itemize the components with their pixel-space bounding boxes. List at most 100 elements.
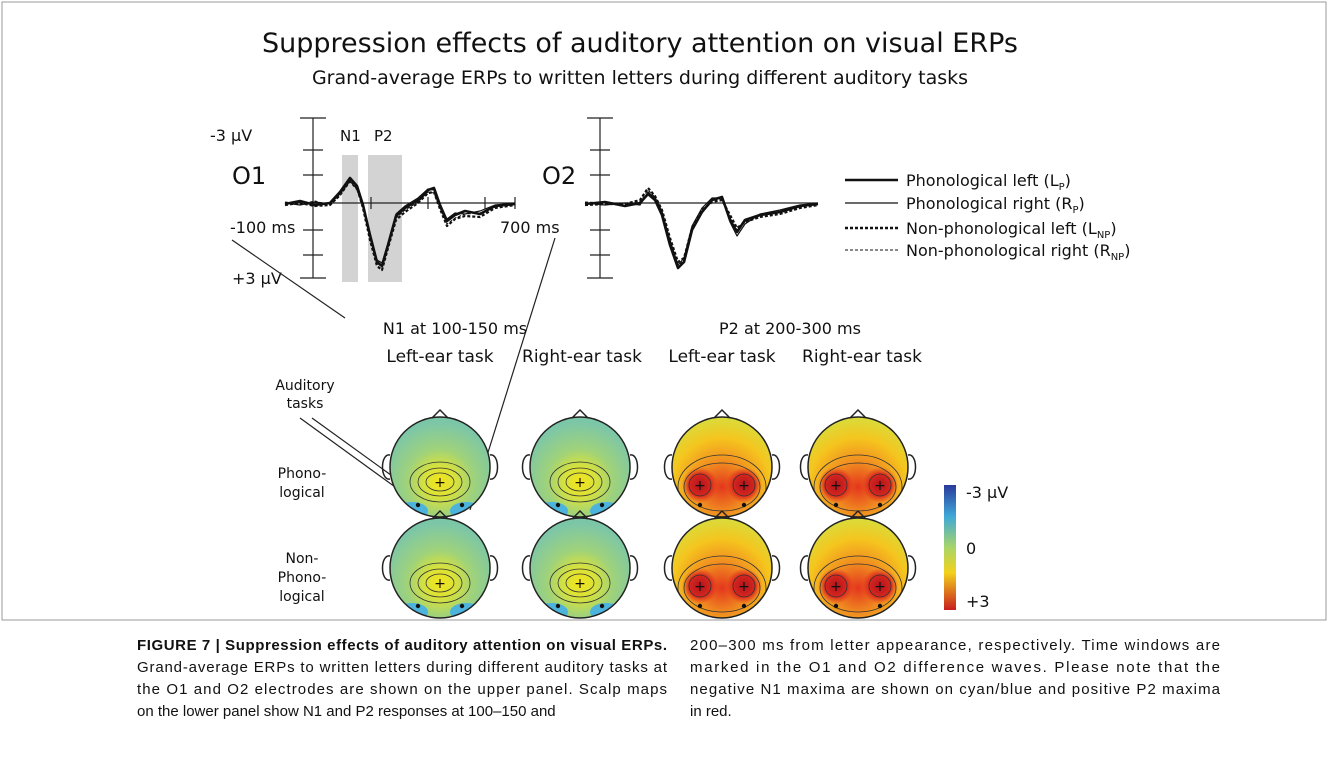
electrode — [599, 502, 605, 508]
electrode-label: O1 — [232, 162, 266, 190]
caption-line: the O1 and O2 electrodes are shown on th… — [137, 681, 667, 698]
legend — [845, 178, 898, 251]
contour — [417, 568, 463, 598]
head-circle — [671, 416, 773, 518]
caption-line: marked in the O1 and O2 difference waves… — [690, 659, 1220, 676]
map-base — [390, 417, 490, 517]
scalp-maps: + + + + + ++ + + + + + — [381, 408, 917, 619]
max-marker: + — [874, 478, 886, 494]
colorbar-label: +3 — [966, 592, 990, 611]
caption-line: FIGURE 7 | Suppression effects of audito… — [137, 637, 667, 654]
max-marker: + — [434, 576, 446, 592]
figure-frame — [1, 1, 1327, 621]
legend-text: Phonological right (R — [906, 194, 1073, 213]
figure-subtitle: Grand-average ERPs to written letters du… — [312, 67, 968, 89]
caption-line: on the lower panel show N1 and P2 respon… — [137, 703, 556, 720]
map-blue — [450, 502, 482, 517]
head-outline — [663, 408, 781, 480]
legend-text: Non-phonological right (R — [906, 241, 1111, 260]
map-base — [808, 417, 908, 517]
map-base — [672, 417, 772, 517]
contour — [417, 467, 463, 497]
row-header: tasks — [287, 396, 324, 412]
map-blue — [536, 603, 568, 618]
legend-label: Phonological left (LP) — [906, 171, 1071, 193]
electrode — [877, 603, 883, 609]
head-outline — [799, 408, 917, 480]
max-marker: + — [830, 478, 842, 494]
head-outline — [521, 408, 639, 480]
contour — [425, 472, 455, 492]
map-base — [390, 518, 490, 618]
max-marker: + — [738, 478, 750, 494]
map-red — [862, 467, 898, 503]
map-blue — [590, 603, 622, 618]
legend-subscript: P — [1073, 205, 1079, 216]
max-marker: + — [574, 576, 586, 592]
head-outline — [799, 509, 917, 581]
contour — [824, 473, 848, 497]
map-blue — [396, 603, 428, 618]
electrode — [833, 603, 839, 609]
head-circle — [807, 416, 909, 518]
electrode — [415, 502, 421, 508]
map-fill — [530, 417, 630, 517]
map-blue — [536, 502, 568, 517]
figure-title: Suppression effects of auditory attentio… — [262, 28, 1018, 59]
row-label: logical — [279, 589, 324, 605]
head-circle — [671, 517, 773, 619]
electrode — [555, 502, 561, 508]
contour — [565, 472, 595, 492]
map-base — [530, 518, 630, 618]
legend-label: Phonological right (RP) — [906, 194, 1085, 216]
map-red — [682, 467, 718, 503]
map-fill — [530, 518, 630, 618]
map-red — [818, 568, 854, 604]
o2-panel: O2 — [542, 117, 819, 279]
pointer-lines — [231, 237, 556, 511]
map-red — [726, 568, 762, 604]
caption-line: negative N1 maxima are shown on cyan/blu… — [690, 681, 1221, 698]
legend-text: Non-phonological left (L — [906, 219, 1097, 238]
map-base — [530, 417, 630, 517]
map-red — [726, 467, 762, 503]
map-fill — [808, 417, 908, 517]
caption-line: Grand-average ERPs to written letters du… — [137, 659, 668, 676]
max-marker: + — [574, 475, 586, 491]
contour — [688, 473, 712, 497]
contour — [677, 454, 767, 517]
map-blue — [396, 502, 428, 517]
scalp-map: + — [381, 509, 499, 619]
contour — [824, 574, 848, 598]
row-label: logical — [279, 485, 324, 501]
head-circle — [529, 416, 631, 518]
head-outline — [663, 509, 781, 581]
contour — [813, 555, 903, 618]
map-red — [682, 568, 718, 604]
electrode — [833, 502, 839, 508]
map-fill — [390, 417, 490, 517]
caption: FIGURE 7 | Suppression effects of audito… — [137, 637, 1221, 720]
row-label: Phono- — [278, 466, 327, 482]
legend-text: Phonological left (L — [906, 171, 1059, 190]
contour — [868, 473, 892, 497]
electrode — [697, 502, 703, 508]
map-red — [818, 467, 854, 503]
contour — [557, 467, 603, 497]
electrode — [741, 603, 747, 609]
head-circle — [389, 517, 491, 619]
contour — [409, 562, 471, 604]
legend-label: Non-phonological right (RNP) — [906, 241, 1130, 263]
legend-text: ) — [1065, 171, 1071, 190]
contour — [868, 574, 892, 598]
caption-line: 200–300 ms from letter appearance, respe… — [690, 637, 1220, 654]
legend-subscript: NP — [1111, 252, 1125, 263]
colorbar-label: 0 — [966, 539, 976, 558]
scalp-map: + + — [663, 509, 781, 619]
row-header: Auditory — [275, 378, 334, 394]
scalp-map: + + — [663, 408, 781, 518]
scalp-map: + — [521, 408, 639, 518]
x-start-label: -100 ms — [230, 218, 295, 237]
group-title: N1 at 100-150 ms — [383, 319, 527, 338]
